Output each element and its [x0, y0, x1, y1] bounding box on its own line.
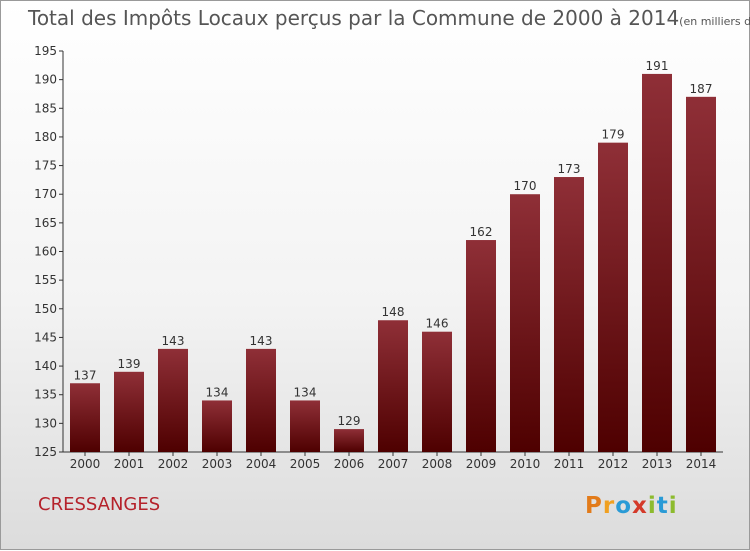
- y-tick-label: 160: [34, 245, 57, 259]
- x-tick-label: 2009: [466, 457, 497, 471]
- bar: [246, 348, 276, 452]
- y-tick-label: 140: [34, 359, 57, 373]
- commune-name: CRESSANGES: [38, 494, 161, 515]
- x-tick-label: 2011: [554, 457, 585, 471]
- data-label: 162: [470, 225, 493, 239]
- x-tick-label: 2003: [202, 457, 233, 471]
- data-label: 173: [558, 162, 581, 176]
- bar: [158, 348, 188, 452]
- x-tick-label: 2006: [334, 457, 365, 471]
- chart-title-text: Total des Impôts Locaux perçus par la Co…: [28, 6, 680, 30]
- data-label: 170: [514, 179, 537, 193]
- y-tick-label: 155: [34, 273, 57, 287]
- bar: [290, 400, 320, 452]
- bar: [202, 400, 232, 452]
- y-tick-label: 185: [34, 101, 57, 115]
- x-tick-label: 2013: [642, 457, 673, 471]
- bar: [466, 240, 496, 452]
- bar: [686, 96, 716, 452]
- bar: [114, 371, 144, 452]
- y-tick-label: 165: [34, 216, 57, 230]
- x-tick-label: 2004: [246, 457, 277, 471]
- x-tick-label: 2012: [598, 457, 629, 471]
- x-tick-label: 2007: [378, 457, 409, 471]
- y-tick-label: 135: [34, 388, 57, 402]
- chart-unit: (en milliers d'€): [679, 15, 750, 28]
- data-label: 139: [118, 357, 141, 371]
- y-tick-label: 170: [34, 187, 57, 201]
- x-tick-label: 2001: [114, 457, 145, 471]
- bar: [642, 73, 672, 453]
- y-tick-label: 190: [34, 73, 57, 87]
- chart-title: Total des Impôts Locaux perçus par la Co…: [28, 6, 750, 30]
- data-label: 191: [646, 59, 669, 73]
- y-tick-label: 175: [34, 159, 57, 173]
- y-tick-label: 195: [34, 44, 57, 58]
- data-label: 146: [426, 317, 449, 331]
- data-label: 134: [206, 385, 229, 399]
- x-tick-label: 2008: [422, 457, 453, 471]
- y-tick-label: 130: [34, 416, 57, 430]
- data-label: 187: [690, 82, 713, 96]
- y-tick-label: 125: [34, 445, 57, 459]
- x-tick-label: 2000: [70, 457, 101, 471]
- data-label: 143: [162, 334, 185, 348]
- y-tick-label: 145: [34, 330, 57, 344]
- x-tick-label: 2014: [686, 457, 717, 471]
- proxiti-logo: Proxiti: [585, 493, 678, 519]
- bar: [334, 429, 364, 452]
- y-tick-label: 150: [34, 302, 57, 316]
- y-tick-label: 180: [34, 130, 57, 144]
- bar: [598, 142, 628, 452]
- data-label: 148: [382, 305, 405, 319]
- x-tick-label: 2010: [510, 457, 541, 471]
- bar: [510, 194, 540, 452]
- bar: [70, 383, 100, 452]
- bar: [422, 331, 452, 452]
- data-label: 134: [294, 385, 317, 399]
- x-tick-label: 2005: [290, 457, 321, 471]
- bar: [554, 177, 584, 452]
- x-tick-label: 2002: [158, 457, 189, 471]
- data-label: 179: [602, 128, 625, 142]
- bar: [378, 320, 408, 452]
- data-label: 143: [250, 334, 273, 348]
- data-label: 129: [338, 414, 361, 428]
- data-label: 137: [74, 368, 97, 382]
